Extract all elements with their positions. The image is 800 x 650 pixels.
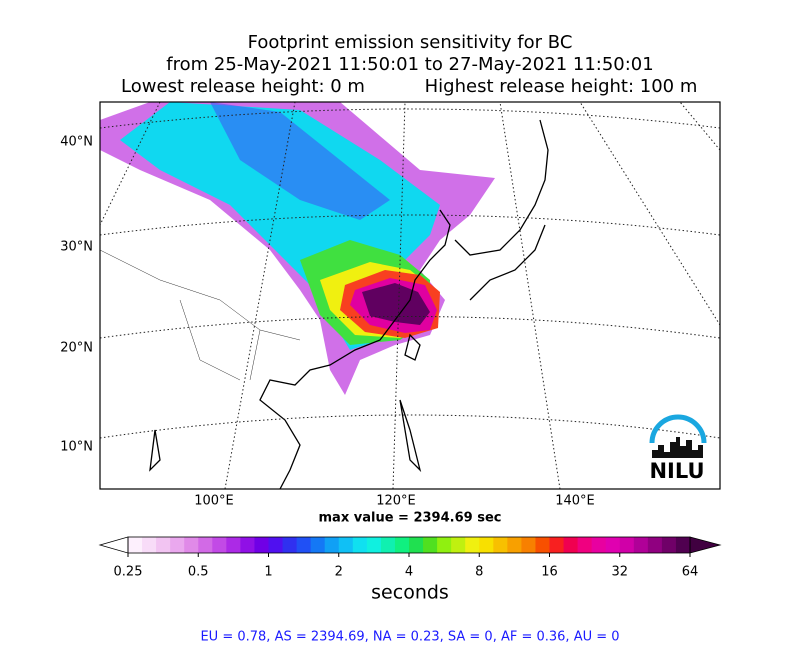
- lowest-release: Lowest release height: 0 m: [121, 76, 365, 97]
- lon-label: 140°E: [555, 494, 595, 509]
- colorbar-segment: [563, 537, 579, 553]
- coastline: [149, 333, 422, 473]
- colorbar-segment: [142, 537, 157, 553]
- colorbar-segment: [591, 537, 607, 553]
- colorbar-segment: [409, 537, 424, 553]
- colorbar-tick-label: 0.5: [188, 565, 209, 580]
- colorbar-under: [98, 536, 129, 554]
- colorbar-segment: [128, 537, 143, 553]
- colorbar-segment: [465, 537, 480, 553]
- plume-blue: [210, 102, 390, 220]
- logo-text: NILU: [649, 459, 704, 483]
- colorbar-segment: [661, 537, 677, 553]
- colorbar-segment: [521, 537, 536, 553]
- highest-release: Highest release height: 100 m: [425, 76, 698, 97]
- colorbar-segment: [633, 537, 649, 553]
- lat-label: 10°N: [60, 440, 93, 455]
- coastline: [469, 224, 546, 301]
- colorbar-segment: [338, 537, 354, 553]
- colorbar-segment: [394, 537, 410, 553]
- colorbar-segment: [577, 537, 593, 553]
- colorbar-segment: [647, 537, 663, 553]
- lon-label: 100°E: [194, 494, 234, 509]
- colorbar-segment: [282, 537, 298, 553]
- colorbar-segment: [352, 537, 368, 553]
- colorbar-tick-label: 2: [335, 565, 343, 580]
- colorbar-tick-label: 32: [611, 565, 628, 580]
- colorbar-segment: [184, 537, 199, 553]
- colorbar-segment: [324, 537, 340, 553]
- title-line: from 25-May-2021 11:50:01 to 27-May-2021…: [166, 54, 653, 75]
- border: [100, 249, 301, 381]
- colorbar-segment: [366, 537, 382, 553]
- colorbar-segment: [226, 537, 241, 553]
- colorbar-segment: [619, 537, 635, 553]
- colorbar-segment: [437, 537, 452, 553]
- colorbar-segment: [507, 537, 522, 553]
- lat-label: 30°N: [60, 240, 93, 255]
- coastline: [259, 209, 451, 489]
- colorbar-tick-label: 64: [682, 565, 699, 580]
- colorbar-over: [689, 536, 722, 554]
- colorbar-segment: [493, 537, 508, 553]
- colorbar: 0.25 0.5 1 2 4 8 16 32 64: [98, 536, 722, 580]
- colorbar-tick-label: 8: [475, 565, 483, 580]
- meridian: [100, 102, 720, 489]
- lat-label: 20°N: [60, 341, 93, 356]
- colorbar-segment: [451, 537, 466, 553]
- colorbar-segment: [479, 537, 494, 553]
- map: NILU: [100, 102, 720, 489]
- colorbar-segment: [170, 537, 185, 553]
- colorbar-label: seconds: [371, 582, 449, 604]
- map-frame: [99, 101, 721, 490]
- plume-core: [362, 283, 430, 325]
- colorbar-segment: [296, 537, 312, 553]
- title-line: Footprint emission sensitivity for BC: [248, 32, 573, 53]
- colorbar-segment: [198, 537, 213, 553]
- colorbar-segment: [605, 537, 621, 553]
- colorbar-segment: [549, 537, 565, 553]
- colorbar-segment: [310, 537, 326, 553]
- colorbar-segment: [423, 537, 438, 553]
- colorbar-segment: [535, 537, 550, 553]
- colorbar-segment: [268, 537, 284, 553]
- colorbar-tick-label: 16: [541, 565, 558, 580]
- colorbar-segment: [254, 537, 269, 553]
- max-value: max value = 2394.69 sec: [319, 511, 502, 526]
- region-summary: EU = 0.78, AS = 2394.69, NA = 0.23, SA =…: [200, 630, 619, 645]
- lat-label: 40°N: [60, 135, 93, 150]
- colorbar-segment: [156, 537, 171, 553]
- colorbar-segment: [675, 537, 691, 553]
- colorbar-segment: [380, 537, 396, 553]
- colorbar-tick-label: 0.25: [114, 565, 143, 580]
- logo-arc: [649, 414, 707, 444]
- colorbar-segment: [240, 537, 255, 553]
- lon-label: 120°E: [376, 494, 416, 509]
- colorbar-tick-label: 1: [264, 565, 272, 580]
- logo-buildings: [652, 437, 703, 458]
- colorbar-segment: [212, 537, 227, 553]
- colorbar-tick-label: 4: [405, 565, 413, 580]
